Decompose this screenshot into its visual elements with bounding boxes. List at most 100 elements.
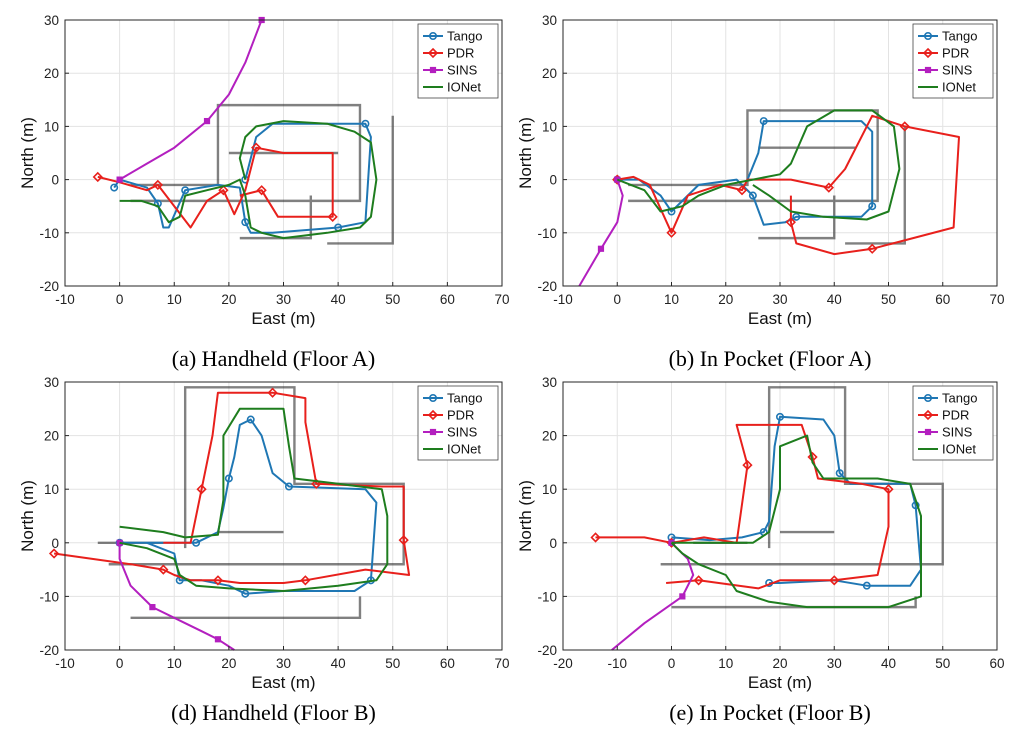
point-tango [246, 415, 255, 424]
legend-label: SINS [942, 425, 973, 440]
x-tick-label: -10 [55, 292, 75, 307]
y-tick-label: 10 [542, 482, 557, 497]
point-tango [759, 117, 768, 126]
legend-marker [924, 66, 932, 74]
series-ionet [670, 434, 922, 609]
point-tango [868, 202, 877, 211]
line-pdr [97, 146, 334, 229]
x-axis-label: East (m) [748, 673, 812, 692]
x-axis-label: East (m) [251, 673, 315, 692]
y-tick-label: 30 [44, 13, 59, 28]
point-sins [597, 245, 605, 252]
legend-item-sins: SINS [918, 63, 973, 78]
y-tick-label: -10 [39, 589, 59, 604]
legend-item-tango: Tango [423, 391, 482, 406]
point-pdr [736, 185, 748, 196]
x-tick-label: 30 [276, 292, 291, 307]
point-sins [149, 604, 156, 611]
legend-item-tango: Tango [918, 391, 977, 406]
x-tick-label: 40 [331, 656, 346, 671]
legend-item-sins: SINS [423, 63, 478, 78]
y-tick-label: -20 [39, 279, 59, 294]
legend-marker [923, 393, 932, 402]
legend-item-tango: Tango [918, 29, 977, 44]
x-tick-label: -20 [553, 656, 573, 671]
panel-caption: (e) In Pocket (Floor B) [669, 700, 871, 725]
series-pdr [48, 387, 411, 586]
panel-e: -20 -10 0 10 20 30 40 50 60 -20 -10 0 10 20 30 East (m)… [516, 375, 1005, 725]
x-tick-label: 0 [613, 292, 621, 307]
legend-label: Tango [447, 29, 482, 44]
line-pdr [53, 391, 411, 584]
x-tick-label: 10 [664, 292, 679, 307]
legend-item-ionet: IONet [918, 80, 976, 95]
x-tick-label: 30 [772, 292, 787, 307]
point-tango [241, 218, 250, 227]
legend-marker [429, 66, 437, 74]
series-tango [110, 119, 372, 234]
x-tick-label: 20 [221, 656, 236, 671]
point-tango [284, 482, 293, 491]
legend: Tango PDR SINS IONet [912, 385, 994, 461]
series-tango [667, 412, 922, 590]
y-tick-label: 20 [542, 66, 557, 81]
y-tick-label: 0 [549, 173, 557, 188]
panel-caption: (a) Handheld (Floor A) [172, 346, 375, 371]
y-tick-label: -10 [537, 589, 557, 604]
y-tick-label: 30 [542, 375, 557, 390]
point-pdr [742, 459, 753, 471]
x-tick-label: -10 [553, 292, 573, 307]
point-pdr [300, 575, 311, 586]
legend-marker [428, 393, 437, 402]
floorplan-wall [130, 103, 362, 203]
x-tick-label: 10 [718, 656, 733, 671]
y-tick-label: -10 [537, 226, 557, 241]
x-tick-label: -10 [607, 656, 627, 671]
y-tick-label: 20 [44, 429, 59, 444]
point-tango [110, 183, 119, 192]
point-pdr [92, 171, 103, 183]
series-ionet [119, 407, 389, 592]
x-tick-label: 40 [881, 656, 896, 671]
x-tick-label: 20 [718, 292, 733, 307]
point-pdr [899, 121, 910, 132]
x-tick-label: -10 [55, 656, 75, 671]
point-pdr [251, 142, 262, 153]
x-tick-label: 10 [167, 292, 182, 307]
x-tick-label: 70 [989, 292, 1004, 307]
point-pdr [212, 575, 224, 586]
y-axis-label: North (m) [516, 480, 535, 552]
floorplan-wall [327, 115, 394, 245]
y-axis-label: North (m) [18, 480, 37, 552]
point-pdr [327, 211, 338, 222]
line-ionet [119, 120, 378, 240]
point-sins [679, 593, 686, 600]
line-ionet [616, 109, 901, 221]
point-tango [224, 474, 233, 483]
y-tick-label: 10 [44, 482, 59, 497]
legend-label: IONet [942, 442, 976, 457]
legend-marker [922, 47, 934, 59]
legend-label: Tango [447, 391, 482, 406]
point-pdr [158, 564, 169, 575]
legend: Tango PDR SINS IONet [417, 23, 499, 99]
legend-marker [427, 409, 439, 421]
x-tick-label: 0 [116, 656, 124, 671]
panel-caption: (d) Handheld (Floor B) [171, 700, 376, 725]
x-tick-label: 0 [668, 656, 676, 671]
legend-marker [923, 31, 932, 40]
point-pdr [785, 217, 796, 228]
legend-label: SINS [942, 63, 973, 78]
point-tango [862, 581, 871, 590]
y-axis-label: North (m) [18, 117, 37, 189]
x-tick-label: 40 [827, 292, 842, 307]
point-pdr [256, 185, 267, 196]
point-tango [192, 538, 201, 547]
legend-item-pdr: PDR [423, 408, 474, 423]
legend-item-pdr: PDR [423, 46, 474, 61]
floorplan-wall [130, 596, 362, 620]
point-tango [775, 412, 784, 421]
legend-item-pdr: PDR [918, 408, 969, 423]
